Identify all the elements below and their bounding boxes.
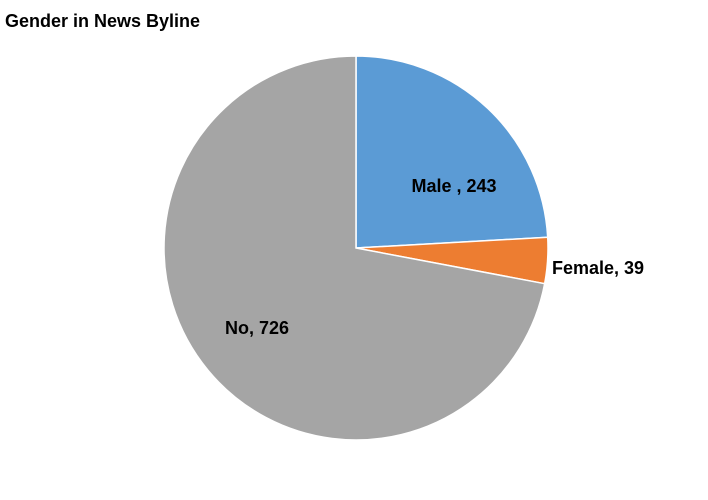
pie-slice-male: [355, 55, 549, 249]
data-label-male: Male , 243: [411, 176, 496, 196]
data-label-female: Female, 39: [552, 258, 644, 278]
data-label-no: No, 726: [225, 318, 289, 338]
pie-slices: [163, 55, 549, 441]
chart-title: Gender in News Byline: [5, 11, 201, 31]
pie-slice-no: [163, 55, 546, 441]
pie-labels: Male , 243 Female, 39 No, 726: [225, 176, 644, 338]
